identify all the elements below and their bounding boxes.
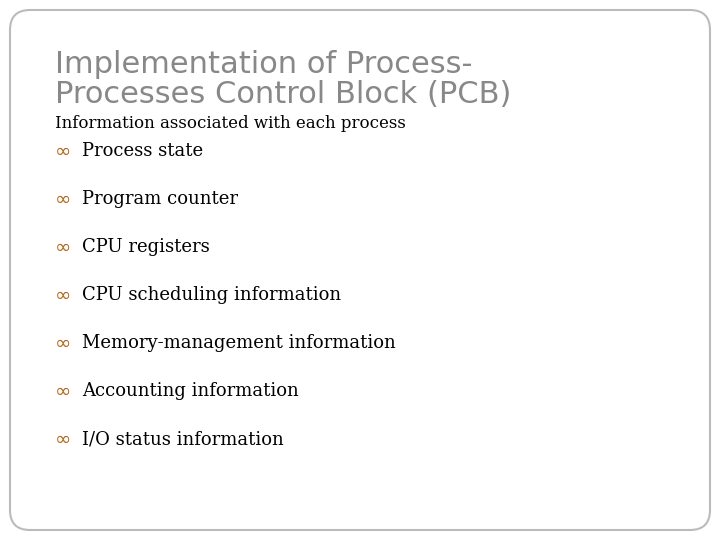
Text: Process state: Process state bbox=[82, 142, 203, 160]
FancyBboxPatch shape bbox=[10, 10, 710, 530]
Text: I/O status information: I/O status information bbox=[82, 430, 284, 448]
Text: Processes Control Block (PCB): Processes Control Block (PCB) bbox=[55, 80, 511, 109]
Text: ∞: ∞ bbox=[55, 382, 71, 401]
Text: ∞: ∞ bbox=[55, 334, 71, 353]
Text: ∞: ∞ bbox=[55, 190, 71, 209]
Text: ∞: ∞ bbox=[55, 238, 71, 257]
Text: Program counter: Program counter bbox=[82, 190, 238, 208]
Text: Accounting information: Accounting information bbox=[82, 382, 299, 400]
Text: Information associated with each process: Information associated with each process bbox=[55, 115, 406, 132]
Text: Implementation of Process-: Implementation of Process- bbox=[55, 50, 472, 79]
Text: CPU scheduling information: CPU scheduling information bbox=[82, 286, 341, 304]
Text: Memory-management information: Memory-management information bbox=[82, 334, 396, 352]
Text: ∞: ∞ bbox=[55, 430, 71, 449]
Text: ∞: ∞ bbox=[55, 286, 71, 305]
Text: ∞: ∞ bbox=[55, 142, 71, 161]
Text: CPU registers: CPU registers bbox=[82, 238, 210, 256]
